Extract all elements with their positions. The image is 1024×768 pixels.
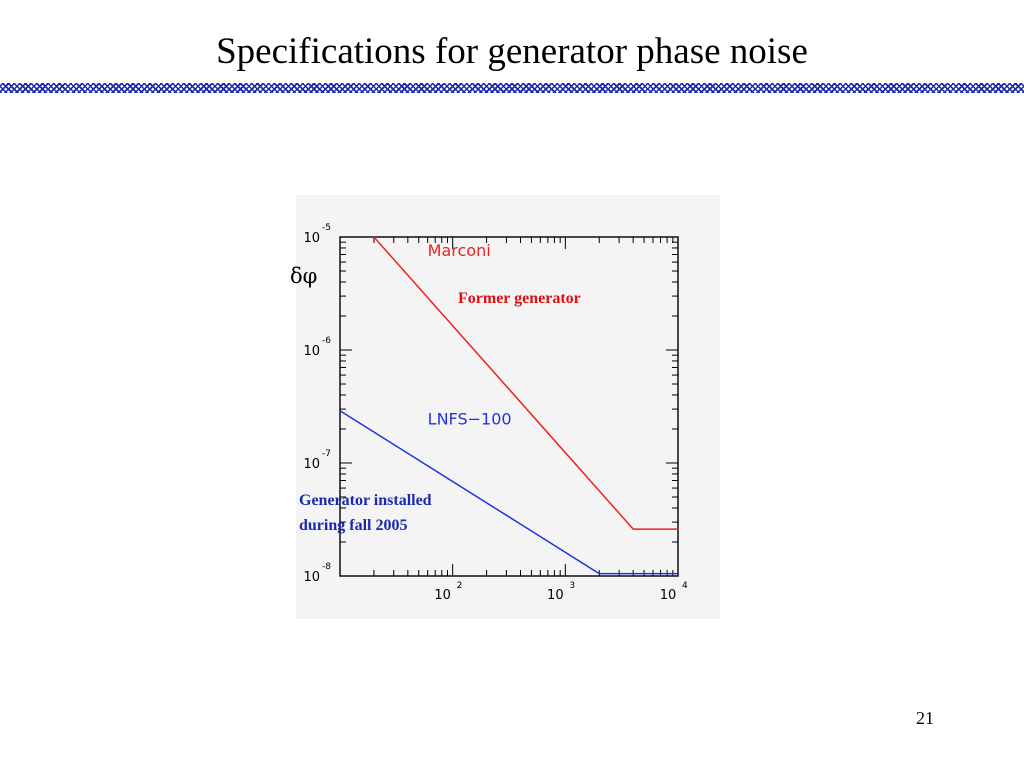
installed-generator-annotation-line2: during fall 2005 bbox=[299, 517, 408, 534]
series-line-2 bbox=[339, 410, 678, 575]
series-label-1: Marconi bbox=[428, 241, 491, 260]
x-tick-label-exponent: 2 bbox=[457, 581, 463, 591]
series: Marconi LNFS−100 bbox=[339, 236, 678, 575]
series-line-1 bbox=[373, 236, 678, 530]
page-number: 21 bbox=[916, 708, 934, 728]
series-label-2: LNFS−100 bbox=[428, 409, 512, 428]
y-tick-label-base: 10 bbox=[303, 344, 320, 359]
y-tick-label-base: 10 bbox=[303, 457, 320, 472]
x-tick-label-base: 10 bbox=[547, 588, 564, 603]
y-tick-label-exponent: -5 bbox=[322, 223, 331, 233]
plot-panel: Marconi LNFS−100 10 2 10 3 10 4 10 -5 10 -6 10 -7 10-… bbox=[296, 195, 720, 619]
x-tick-label-exponent: 4 bbox=[682, 581, 688, 591]
y-tick-label-exponent: -8 bbox=[322, 562, 331, 572]
axes bbox=[339, 236, 679, 577]
y-tick-label-exponent: -6 bbox=[322, 336, 331, 346]
slide-title: Specifications for generator phase noise bbox=[216, 31, 808, 72]
y-tick-label-base: 10 bbox=[303, 570, 320, 585]
y-axis-label: δφ bbox=[290, 264, 318, 288]
x-tick-label-base: 10 bbox=[434, 588, 451, 603]
former-generator-annotation: Former generator bbox=[458, 290, 581, 307]
plot-frame bbox=[339, 236, 679, 577]
x-tick-label-exponent: 3 bbox=[569, 581, 575, 591]
y-tick-label-base: 10 bbox=[303, 231, 320, 246]
installed-generator-annotation-line1: Generator installed bbox=[299, 492, 432, 509]
y-tick-label-exponent: -7 bbox=[322, 449, 331, 459]
x-tick-label-base: 10 bbox=[660, 588, 677, 603]
title-divider bbox=[0, 83, 1024, 93]
